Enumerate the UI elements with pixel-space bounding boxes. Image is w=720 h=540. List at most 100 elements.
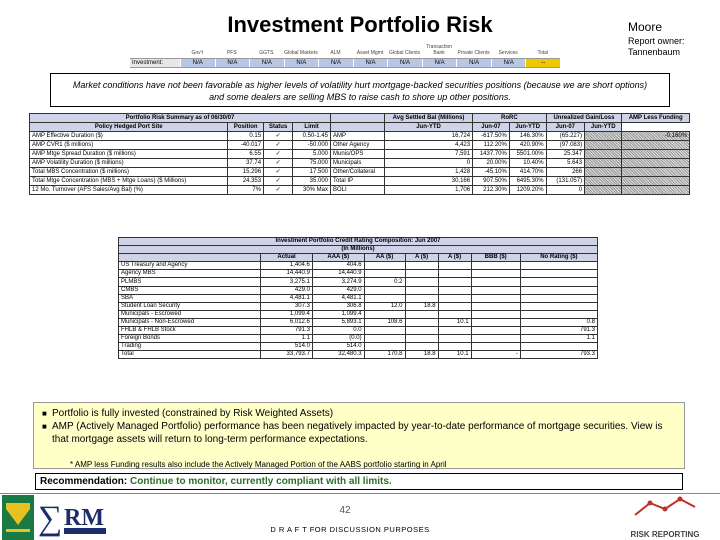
status-check-icon: ✓ [263,185,294,195]
cell-value: 429.0 [260,285,313,295]
rorc-month: -617.50% [472,131,510,141]
unrealized-gl-ytd [584,158,623,168]
cell-value [519,269,599,279]
cell-value [470,285,521,295]
rorc-ytd: 10.40% [508,158,547,168]
column-subheader: Jun-YTD [508,122,547,132]
table-row: 12 Mo. Turnover (AFS Sales/Avg Bal) (%) 7… [28,185,331,195]
cell-value [470,301,521,311]
ribbon-cell: N/A [249,59,284,67]
risk-summary-table: Portfolio Risk Summary as of 06/30/07 Po… [28,113,331,195]
cell-value [363,293,406,303]
status-check-icon: ✓ [263,158,294,168]
column-header: BBB ($) [470,253,521,263]
row-label: AMP Volatility Duration ($ millions) [28,158,229,168]
ribbon-cell: N/A [283,59,319,67]
position-value: 37.74 [227,158,265,168]
cell-value [519,285,599,295]
svg-text:∑: ∑ [38,500,62,537]
cell-value: 1.1 [260,334,313,344]
row-label: US Treasury and Agency [117,261,262,271]
recommendation-box: Recommendation: Continue to monitor, cur… [35,473,683,490]
square-bullet-icon: ■ [42,409,47,418]
cell-value: 4,481.1 [260,293,313,303]
page-title: Investment Portfolio Risk [227,12,493,37]
row-label: Municipals [330,158,385,168]
rorc-month: 1437.70% [472,149,510,159]
limit-value: 35.000 [292,176,331,186]
risk-reporting-icon [634,496,696,516]
table-row: BOLI 1,706 212.30% 1209.20% 0 [330,185,690,195]
bullets-box: ■ Portfolio is fully invested (constraine… [33,402,685,469]
table-row: Municipals - Non-Escrowed 6,012.6 5,893.1 1… [117,317,599,328]
ribbon-column-header: Total [537,50,549,56]
rorc-month: 112.20% [472,140,510,150]
cell-value: 32,480.3 [311,350,365,360]
column-subheader: Jun-07 [472,122,510,132]
table-row: FHLB & FHLB Stock 791.3 0.0 791.3 [117,326,599,336]
amp-less-funding: -0.160% [621,131,690,141]
bullet-item: ■ Portfolio is fully invested (constraine… [42,408,334,419]
cell-value [437,309,472,319]
unrealized-gl: 25.347 [545,149,586,159]
ribbon-column-header: Transaction Bank [426,44,453,56]
cell-value [363,326,406,336]
column-header: Actual [260,253,313,263]
ribbon-cell: N/A [318,59,353,67]
footer-divider [0,493,720,494]
ribbon-column-header: Private Clients [457,50,490,56]
cell-value: 1,404.6 [260,261,313,271]
status-check-icon: ✓ [263,167,294,177]
limit-value: -50.000 [292,140,331,150]
amp-less-funding [621,167,690,177]
cell-value: 170.8 [363,350,406,360]
bullet-item: ■ AMP (Actively Managed Portfolio) perfor… [42,421,663,445]
cell-value [363,342,406,352]
cell-value [519,342,599,352]
row-label: PLMBS [117,277,262,287]
position-value: 0.15 [227,131,265,141]
table-row: US Treasury and Agency 1,404.6 404.6 [117,261,599,271]
table-row: Total 33,793.7 32,480.3 170.8 18.8 10.1-793.3 [117,350,599,360]
bank-logo-icon [2,495,34,540]
unrealized-gl: 0 [545,185,586,195]
risk-summary-title: Portfolio Risk Summary as of 06/30/07 [29,113,331,123]
rorc-month: 907.50% [472,176,510,186]
table-row: Trading 514.0 514.0 [117,342,599,352]
ribbon-column-header: Global Markets [284,50,318,56]
ribbon-cell: N/A [456,59,491,67]
column-header [330,113,385,123]
cell-value: 1,099.4 [260,309,313,319]
cell-value [437,269,472,279]
limit-value: 0.50-1.45 [292,131,331,141]
ribbon-cell: N/A [490,59,526,67]
cell-value: 0.8 [519,317,599,328]
rorc-ytd: 420.90% [508,140,547,150]
table-row: AMP Volatility Duration ($ millions) 37.7… [28,158,331,168]
row-label: Municipals - Non-Escrowed [117,317,262,328]
cell-value [470,326,521,336]
rorc-month: 20.00% [472,158,510,168]
ribbon-cell: N/A [214,59,250,67]
cell-value [404,309,439,319]
cell-value [519,261,599,271]
page-number: 42 [339,505,351,516]
rorc-ytd: 414.70% [508,167,547,177]
table-row: PLMBS 3,275.1 3,274.9 0.2 [117,277,599,287]
row-label: SBA [117,293,262,303]
cell-value [363,285,406,295]
credit-rating-table: Investment Portfolio Credit Rating Compo… [117,236,599,360]
rm-logo-icon: ∑ RM [36,497,146,539]
row-label: Other Agency [330,140,385,150]
avg-balance: 4,423 [383,140,474,150]
cell-value: 793.3 [519,350,599,360]
table-row: Foreign Bonds 1.1 (0.0) 1.1 [117,334,599,344]
row-label: Agency MBS [117,269,262,279]
cell-value [437,285,472,295]
table-row: AMP CVR1 ($ millions) -40.017 ✓ -50.000 [28,140,331,150]
row-label: CMBS [117,285,262,295]
risk-reporting-label: RISK REPORTING [630,530,700,539]
cell-value: (0.0) [311,334,365,344]
cell-value [404,293,439,303]
rm-logo-text: RM [64,505,104,531]
